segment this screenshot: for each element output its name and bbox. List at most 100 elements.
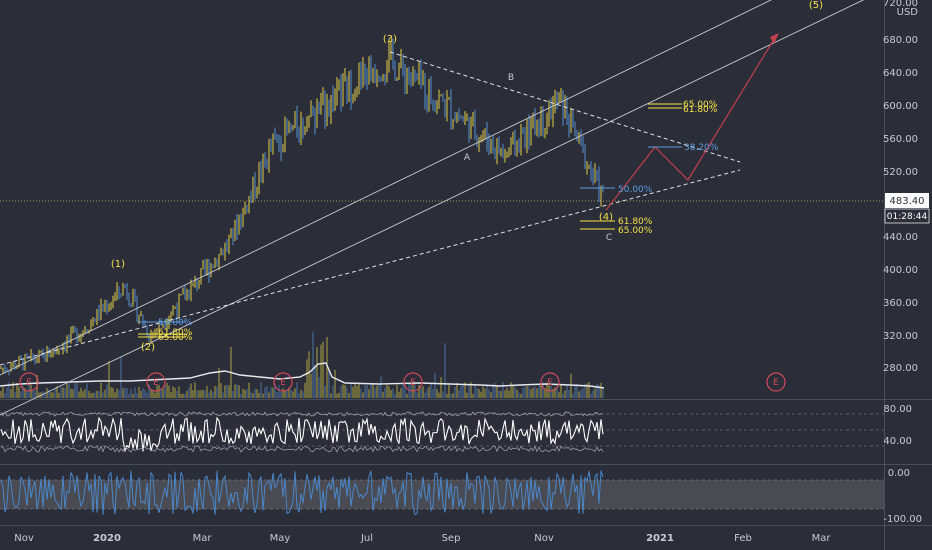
volume-bar bbox=[504, 390, 506, 398]
earnings-badge[interactable]: E bbox=[403, 372, 423, 392]
volume-bar bbox=[548, 382, 550, 398]
volume-bar bbox=[456, 382, 458, 398]
volume-bar bbox=[200, 390, 202, 398]
volume-bar bbox=[568, 389, 570, 398]
volume-bar bbox=[330, 393, 332, 398]
volume-bar bbox=[158, 384, 160, 398]
volume-bar bbox=[280, 391, 282, 398]
earnings-badge[interactable]: E bbox=[146, 372, 166, 392]
volume-bar bbox=[430, 383, 432, 398]
volume-bar bbox=[460, 385, 462, 398]
volume-bar bbox=[176, 391, 178, 398]
volume-bar bbox=[574, 385, 576, 398]
volume-bar bbox=[488, 389, 490, 398]
volume-bar bbox=[538, 384, 540, 398]
earnings-badge[interactable]: E bbox=[273, 372, 293, 392]
volume-bar bbox=[196, 390, 198, 398]
fib-label-w4-50: 50.00% bbox=[618, 185, 653, 195]
volume-bar bbox=[346, 387, 348, 398]
volume-bar bbox=[148, 384, 150, 398]
volume-bar bbox=[588, 382, 590, 398]
price-tick: 400.00 bbox=[883, 265, 918, 276]
volume-bar bbox=[142, 388, 144, 398]
volume-bar bbox=[380, 376, 382, 398]
volume-bar bbox=[392, 388, 394, 398]
last-price-value: 483.40 bbox=[890, 196, 925, 207]
volume-ma-line bbox=[0, 362, 605, 389]
earnings-badge[interactable]: E bbox=[19, 372, 39, 392]
volume-bar bbox=[532, 387, 534, 398]
earnings-badge[interactable]: E bbox=[766, 372, 786, 392]
volume-bar bbox=[16, 382, 18, 398]
volume-bar bbox=[348, 392, 350, 398]
volume-bar bbox=[418, 385, 420, 398]
volume-bar bbox=[214, 385, 216, 398]
volume-bar bbox=[322, 341, 324, 398]
volume-bar bbox=[420, 387, 422, 398]
volume-bar bbox=[180, 393, 182, 398]
volume-bar bbox=[494, 383, 496, 398]
price-tick: 600.00 bbox=[883, 101, 918, 112]
volume-bar bbox=[564, 390, 566, 398]
volume-bar bbox=[326, 336, 328, 398]
volume-bar bbox=[492, 384, 494, 398]
volume-bar bbox=[184, 393, 186, 398]
volume-bar bbox=[216, 386, 218, 398]
volume-bar bbox=[284, 390, 286, 398]
channel-upper-line[interactable] bbox=[0, 0, 884, 376]
volume-bar bbox=[514, 386, 516, 398]
price-tick: 520.00 bbox=[883, 167, 918, 178]
volume-bar bbox=[190, 383, 192, 398]
volume-bar bbox=[236, 384, 238, 398]
earnings-badge[interactable]: E bbox=[540, 372, 560, 392]
volume-bar bbox=[116, 388, 118, 398]
volume-bar bbox=[432, 388, 434, 398]
wave-label-c: C bbox=[606, 233, 612, 243]
volume-bar bbox=[354, 382, 356, 398]
volume-bar bbox=[44, 393, 46, 398]
rsi-tick: 40.00 bbox=[883, 436, 912, 447]
channel-middle-line[interactable] bbox=[0, 0, 884, 416]
wave-label-1: (1) bbox=[111, 259, 125, 270]
volume-bar bbox=[254, 388, 256, 398]
fib-label-proj-65: 65.00% bbox=[683, 100, 718, 110]
volume-bar bbox=[82, 391, 84, 398]
rsi-line bbox=[0, 416, 604, 453]
volume-bar bbox=[312, 331, 314, 398]
volume-bar bbox=[10, 388, 12, 398]
volume-bar bbox=[552, 389, 554, 398]
volume-bar bbox=[30, 385, 32, 398]
volume-bar bbox=[472, 393, 474, 398]
volume-bar bbox=[6, 387, 8, 398]
volume-bar bbox=[324, 385, 326, 398]
volume-bar bbox=[520, 393, 522, 398]
volume-bar bbox=[124, 387, 126, 398]
time-tick: Nov bbox=[14, 533, 34, 544]
volume-bars bbox=[0, 331, 604, 398]
volume-bar bbox=[206, 385, 208, 398]
volume-bar bbox=[172, 386, 174, 398]
volume-bar bbox=[156, 385, 158, 398]
volume-bar bbox=[308, 351, 310, 398]
volume-bar bbox=[278, 385, 280, 398]
volume-bar bbox=[374, 388, 376, 398]
volume-bar bbox=[62, 387, 64, 398]
volume-bar bbox=[600, 382, 602, 398]
projection-path[interactable] bbox=[605, 35, 777, 211]
volume-bar bbox=[458, 389, 460, 398]
volume-bar bbox=[108, 361, 110, 398]
volume-bar bbox=[496, 386, 498, 398]
candles[interactable] bbox=[0, 38, 604, 376]
volume-bar bbox=[238, 385, 240, 398]
volume-bar bbox=[122, 388, 124, 398]
volume-bar bbox=[466, 392, 468, 398]
volume-bar bbox=[126, 388, 128, 398]
wave-label-4: (4) bbox=[599, 212, 613, 223]
trendline-upper-dashed[interactable] bbox=[389, 51, 741, 163]
volume-bar bbox=[442, 391, 444, 398]
volume-bar bbox=[328, 370, 330, 398]
volume-bar bbox=[132, 393, 134, 398]
trendline-lower-dashed[interactable] bbox=[0, 169, 741, 366]
volume-bar bbox=[578, 391, 580, 398]
